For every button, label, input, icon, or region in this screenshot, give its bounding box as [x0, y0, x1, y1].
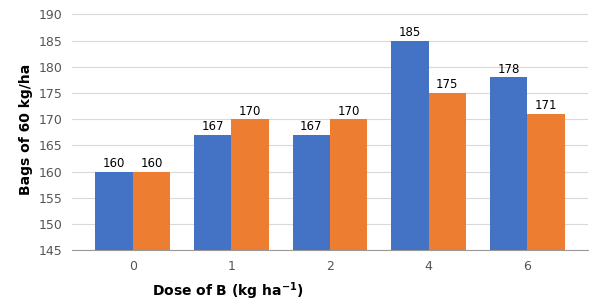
Text: 170: 170 — [338, 105, 360, 117]
Text: 167: 167 — [300, 120, 323, 133]
Bar — [232, 119, 269, 305]
Text: 185: 185 — [398, 26, 421, 39]
Y-axis label: Bags of 60 kg/ha: Bags of 60 kg/ha — [19, 64, 33, 195]
Text: 175: 175 — [436, 78, 458, 92]
Text: 171: 171 — [535, 99, 557, 112]
Text: 167: 167 — [202, 120, 224, 133]
Bar — [428, 93, 466, 305]
Text: 170: 170 — [239, 105, 262, 117]
Bar — [490, 77, 527, 305]
Bar — [527, 114, 565, 305]
Bar — [293, 135, 330, 305]
Bar — [391, 41, 428, 305]
Text: 178: 178 — [497, 63, 520, 76]
Bar — [330, 119, 367, 305]
Bar — [95, 171, 133, 305]
Text: 160: 160 — [103, 157, 125, 170]
Bar — [194, 135, 232, 305]
Bar — [133, 171, 170, 305]
Text: Dose of B (kg $\mathdefault{ha^{-1}}$): Dose of B (kg $\mathdefault{ha^{-1}}$) — [152, 280, 304, 302]
Text: 160: 160 — [140, 157, 163, 170]
